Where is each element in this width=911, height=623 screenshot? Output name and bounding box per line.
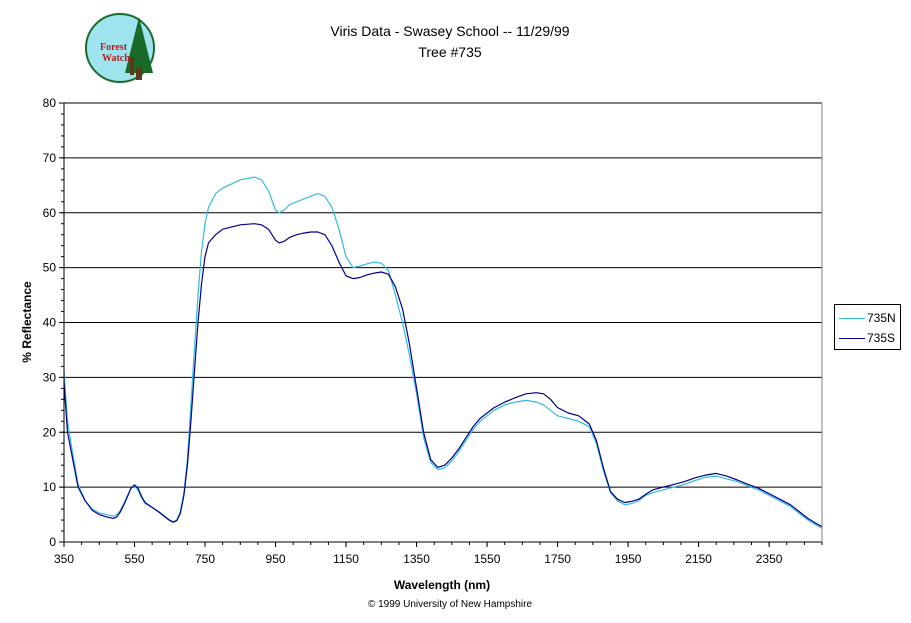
x-tick-label: 950 — [266, 552, 286, 566]
legend-item-735n: 735N — [839, 310, 896, 326]
tick-labels: 0 10 20 30 40 50 60 70 80 350 550 750 950 1150 1350 155… — [43, 96, 783, 566]
x-tick-label: 1350 — [403, 552, 430, 566]
series-line-735s — [63, 223, 823, 528]
y-tick-label: 60 — [43, 206, 57, 220]
y-tick-label: 50 — [43, 261, 57, 275]
x-tick-label: 1950 — [615, 552, 642, 566]
person-icon — [130, 57, 134, 75]
logo-text-forest: Forest — [100, 42, 128, 53]
y-axis-label: % Reflectance — [20, 281, 34, 363]
series-lines — [63, 176, 823, 529]
x-tick-label: 2350 — [756, 552, 783, 566]
axes — [59, 102, 823, 547]
tree-trunk-icon — [136, 68, 142, 80]
y-tick-label: 0 — [49, 535, 56, 549]
legend-label-735n: 735N — [867, 311, 896, 325]
y-tick-label: 40 — [43, 316, 57, 330]
forest-watch-logo: Forest Watch — [83, 13, 157, 83]
legend: 735N 735S — [834, 304, 901, 350]
grid-lines — [64, 102, 822, 488]
legend-label-735s: 735S — [867, 331, 896, 345]
x-axis-label: Wavelength (nm) — [394, 578, 490, 592]
x-tick-label: 350 — [54, 552, 74, 566]
series-line-735n — [63, 176, 823, 529]
x-tick-label: 1150 — [333, 552, 359, 566]
chart-subtitle: Tree #735 — [418, 44, 482, 60]
chart-title: Viris Data - Swasey School -- 11/29/99 — [330, 23, 570, 39]
legend-item-735s: 735S — [839, 330, 895, 346]
copyright-footer: © 1999 University of New Hampshire — [367, 599, 533, 610]
legend-swatch-735s — [839, 337, 865, 339]
x-tick-label: 750 — [195, 552, 215, 566]
legend-swatch-735n — [839, 317, 865, 319]
x-tick-label: 2150 — [685, 552, 712, 566]
y-tick-label: 30 — [43, 370, 57, 384]
logo-text-watch: Watch — [102, 53, 130, 64]
x-tick-label: 1750 — [544, 552, 571, 566]
x-tick-label: 1550 — [474, 552, 501, 566]
y-tick-label: 10 — [43, 480, 57, 494]
y-tick-label: 80 — [43, 96, 57, 110]
y-tick-label: 70 — [43, 151, 57, 165]
y-tick-label: 20 — [43, 425, 57, 439]
x-tick-label: 550 — [124, 552, 144, 566]
